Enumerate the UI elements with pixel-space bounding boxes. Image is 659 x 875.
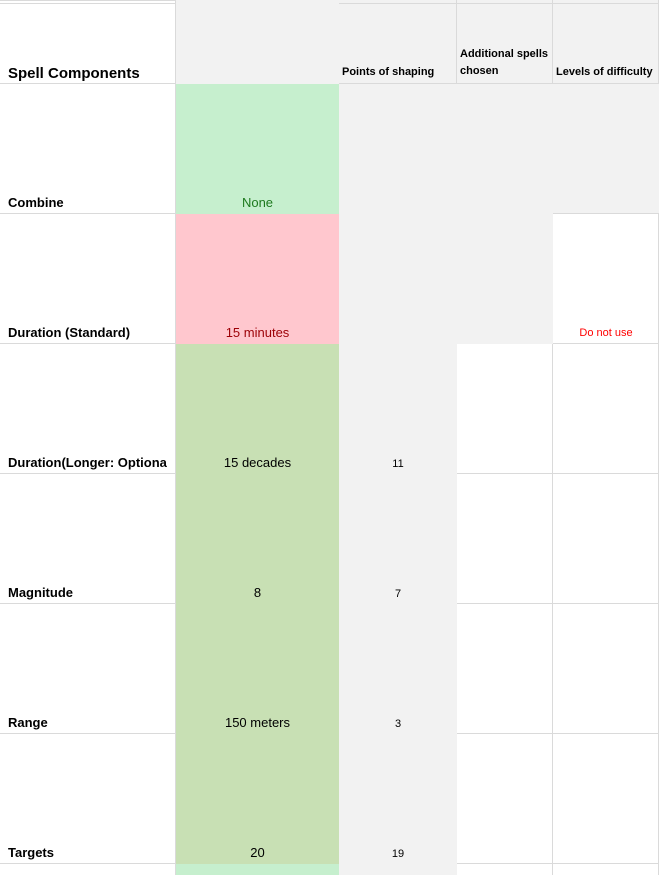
- row-duration-longer-points-cell[interactable]: 11: [339, 344, 457, 474]
- row-duration-longer-difficulty-cell[interactable]: [553, 344, 659, 474]
- header-additional-spells-line2: chosen: [460, 65, 499, 77]
- row-duration-longer-additional-cell[interactable]: [457, 344, 553, 474]
- row-value: 15 minutes: [225, 325, 290, 340]
- row-next-value-cell[interactable]: [176, 864, 339, 875]
- row-magnitude-difficulty-cell[interactable]: [553, 474, 659, 604]
- row-magnitude-points-cell[interactable]: 7: [339, 474, 457, 604]
- row-targets-value-cell[interactable]: 20: [176, 734, 339, 864]
- header-cell-additional-spells[interactable]: Additional spells chosen: [457, 4, 553, 84]
- row-range-difficulty-cell[interactable]: [553, 604, 659, 734]
- row-next-points-cell[interactable]: [339, 864, 457, 875]
- header-additional-spells-line1: Additional spells: [460, 48, 549, 60]
- header-title: Spell Components: [8, 65, 140, 82]
- row-targets-difficulty-cell[interactable]: [553, 734, 659, 864]
- row-duration-standard-points-cell[interactable]: [339, 214, 457, 344]
- row-targets-additional-cell[interactable]: [457, 734, 553, 864]
- header-cell-spell-components[interactable]: Spell Components: [0, 4, 176, 84]
- row-duration-standard-additional-cell[interactable]: [457, 214, 553, 344]
- row-next-additional-cell[interactable]: [457, 864, 553, 875]
- row-range-points-cell[interactable]: 3: [339, 604, 457, 734]
- row-points: 19: [391, 848, 405, 860]
- row-range-label-cell[interactable]: Range: [0, 604, 176, 734]
- row-magnitude-value-cell[interactable]: 8: [176, 474, 339, 604]
- row-value: 8: [253, 585, 262, 600]
- row-next-label-cell[interactable]: [0, 864, 176, 875]
- row-duration-standard-difficulty-cell[interactable]: Do not use: [553, 214, 659, 344]
- cell-c-top[interactable]: [339, 0, 457, 4]
- row-value: 150 meters: [224, 715, 291, 730]
- row-duration-standard-label-cell[interactable]: Duration (Standard): [0, 214, 176, 344]
- row-combine-points-cell[interactable]: [339, 84, 457, 214]
- row-label: Magnitude: [8, 585, 73, 600]
- header-cell-points-of-shaping[interactable]: Points of shaping: [339, 4, 457, 84]
- header-levels-of-difficulty: Levels of difficulty: [556, 66, 653, 78]
- row-magnitude-label-cell[interactable]: Magnitude: [0, 474, 176, 604]
- row-value: 15 decades: [223, 455, 292, 470]
- row-label: Duration (Standard): [8, 325, 131, 340]
- row-range-value-cell[interactable]: 150 meters: [176, 604, 339, 734]
- header-cell-levels-of-difficulty[interactable]: Levels of difficulty: [553, 4, 659, 84]
- row-label: Targets: [8, 845, 54, 860]
- row-difficulty-warning: Do not use: [579, 327, 633, 339]
- row-value: 20: [250, 845, 265, 860]
- row-combine-value-cell[interactable]: None: [176, 84, 339, 214]
- row-label: Duration(Longer: Optiona: [8, 455, 167, 470]
- cell-a-top[interactable]: [0, 0, 176, 4]
- row-duration-longer-label-cell[interactable]: Duration(Longer: Optiona: [0, 344, 176, 474]
- row-combine-label-cell[interactable]: Combine: [0, 84, 176, 214]
- row-next-difficulty-cell[interactable]: [553, 864, 659, 875]
- row-label: Range: [8, 715, 48, 730]
- row-points: 11: [392, 458, 404, 470]
- cell-d-top[interactable]: [457, 0, 553, 4]
- row-targets-label-cell[interactable]: Targets: [0, 734, 176, 864]
- row-value: None: [241, 195, 274, 210]
- row-targets-points-cell[interactable]: 19: [339, 734, 457, 864]
- row-magnitude-additional-cell[interactable]: [457, 474, 553, 604]
- row-combine-difficulty-cell[interactable]: [553, 84, 659, 214]
- row-points: 7: [394, 588, 402, 600]
- header-points-of-shaping: Points of shaping: [342, 66, 435, 78]
- row-duration-longer-value-cell[interactable]: 15 decades: [176, 344, 339, 474]
- row-combine-additional-cell[interactable]: [457, 84, 553, 214]
- row-label: Combine: [8, 195, 64, 210]
- header-cell-b[interactable]: [176, 4, 339, 84]
- row-points: 3: [394, 718, 402, 730]
- row-duration-standard-value-cell[interactable]: 15 minutes: [176, 214, 339, 344]
- row-range-additional-cell[interactable]: [457, 604, 553, 734]
- cell-b-top[interactable]: [176, 0, 339, 4]
